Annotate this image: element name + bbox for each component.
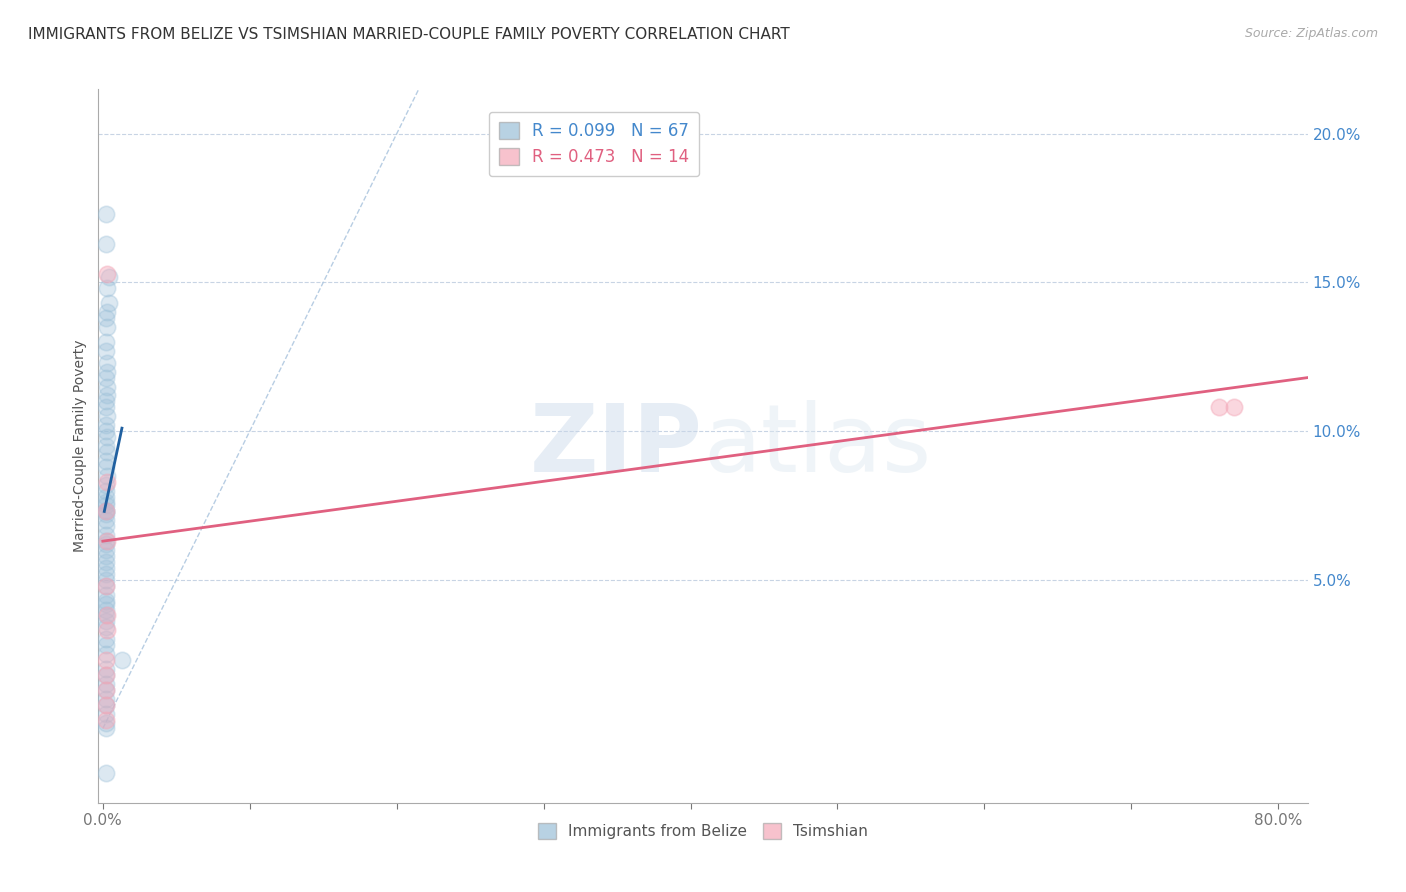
Point: [94, 698, 117, 712]
Point: [94, 459, 117, 474]
Point: [96, 409, 118, 424]
Point: [96, 388, 118, 402]
Point: [94, 691, 117, 706]
Text: ZIP: ZIP: [530, 400, 703, 492]
Point: [96, 608, 118, 623]
Point: [94, 608, 117, 623]
Point: [94, 561, 117, 575]
Text: IMMIGRANTS FROM BELIZE VS TSIMSHIAN MARRIED-COUPLE FAMILY POVERTY CORRELATION CH: IMMIGRANTS FROM BELIZE VS TSIMSHIAN MARR…: [28, 27, 790, 42]
Point: [94, 668, 117, 682]
Point: [94, 579, 117, 593]
Point: [94, 647, 117, 661]
Point: [94, 334, 117, 349]
Point: [94, 682, 117, 697]
Point: [94, 632, 117, 647]
Point: [94, 418, 117, 433]
Point: [96, 468, 118, 483]
Point: [96, 365, 118, 379]
Point: [94, 766, 117, 780]
Point: [96, 445, 118, 459]
Y-axis label: Married-Couple Family Poverty: Married-Couple Family Poverty: [73, 340, 87, 552]
Point: [94, 499, 117, 513]
Point: [94, 236, 117, 251]
Point: [94, 424, 117, 438]
Point: [94, 534, 117, 549]
Point: [94, 504, 117, 518]
Point: [94, 311, 117, 326]
Point: [96, 320, 118, 334]
Point: [94, 662, 117, 676]
Point: [94, 593, 117, 607]
Point: [94, 588, 117, 602]
Point: [94, 370, 117, 384]
Point: [94, 490, 117, 504]
Point: [94, 343, 117, 358]
Point: [1208, 401, 1230, 415]
Point: [96, 281, 118, 295]
Point: [94, 508, 117, 522]
Point: [96, 624, 118, 638]
Point: [94, 477, 117, 491]
Point: [97, 269, 120, 284]
Point: [94, 715, 117, 730]
Point: [94, 528, 117, 542]
Point: [94, 555, 117, 569]
Text: Source: ZipAtlas.com: Source: ZipAtlas.com: [1244, 27, 1378, 40]
Point: [94, 513, 117, 527]
Point: [94, 401, 117, 415]
Point: [94, 543, 117, 558]
Point: [94, 504, 117, 518]
Point: [96, 534, 118, 549]
Point: [94, 602, 117, 616]
Point: [96, 475, 118, 489]
Point: [96, 379, 118, 393]
Point: [94, 653, 117, 667]
Point: [94, 566, 117, 581]
Point: [94, 483, 117, 498]
Point: [96, 356, 118, 370]
Point: [94, 677, 117, 691]
Point: [94, 573, 117, 587]
Point: [94, 454, 117, 468]
Point: [94, 706, 117, 721]
Point: [94, 579, 117, 593]
Text: atlas: atlas: [703, 400, 931, 492]
Point: [94, 615, 117, 629]
Point: [94, 519, 117, 533]
Point: [94, 722, 117, 736]
Point: [94, 668, 117, 682]
Point: [96, 267, 118, 281]
Point: [1223, 401, 1246, 415]
Point: [94, 495, 117, 509]
Point: [94, 597, 117, 611]
Point: [94, 537, 117, 551]
Point: [94, 682, 117, 697]
Point: [94, 638, 117, 652]
Point: [94, 504, 117, 518]
Point: [96, 305, 118, 319]
Point: [111, 653, 134, 667]
Point: [94, 698, 117, 712]
Point: [94, 549, 117, 563]
Point: [94, 439, 117, 453]
Point: [94, 713, 117, 727]
Legend: Immigrants from Belize, Tsimshian: Immigrants from Belize, Tsimshian: [531, 817, 875, 845]
Point: [94, 620, 117, 634]
Point: [96, 430, 118, 444]
Point: [97, 296, 120, 310]
Point: [94, 394, 117, 409]
Point: [94, 207, 117, 221]
